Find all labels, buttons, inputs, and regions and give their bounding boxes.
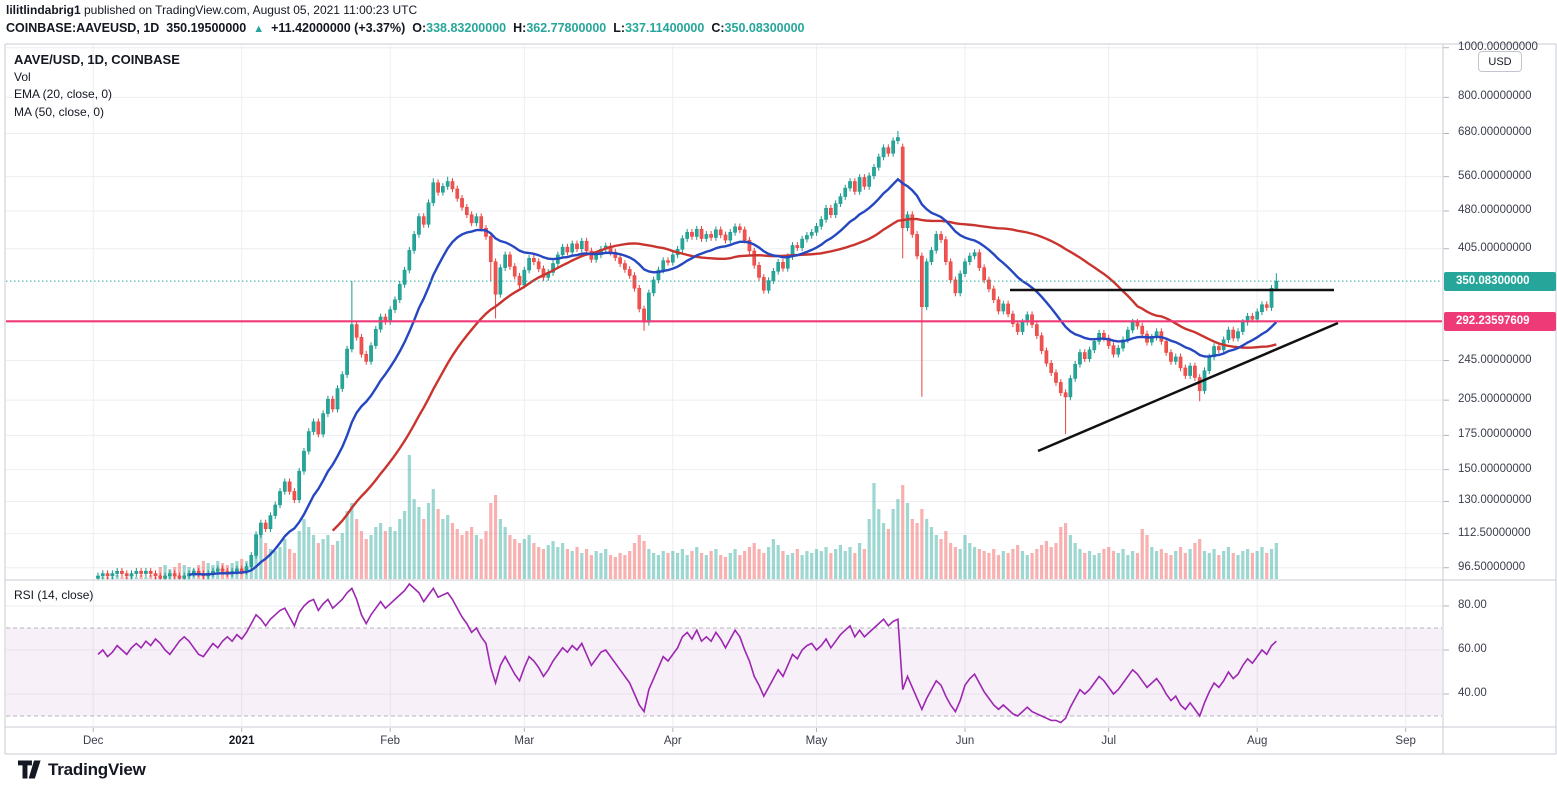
time-axis-label: Mar <box>514 735 535 747</box>
price-axis-label: 150.00000000 <box>1458 462 1532 475</box>
author-name: lilitlindabrig1 <box>6 3 81 17</box>
low-value: 337.11400000 <box>625 21 705 35</box>
byline-text: published on TradingView.com, August 05,… <box>80 3 418 17</box>
rsi-axis-label: 60.00 <box>1458 643 1487 655</box>
time-axis-label: Dec <box>82 735 104 747</box>
rsi-indicator-label[interactable]: RSI (14, close) <box>14 588 94 602</box>
price-change: +11.42000000 (+3.37%) <box>271 21 406 35</box>
tradingview-logo-icon <box>18 760 41 779</box>
price-axis-label: 480.00000000 <box>1458 203 1532 216</box>
open-value: 338.83200000 <box>426 21 507 35</box>
price-axis-label: 205.00000000 <box>1458 393 1532 406</box>
rsi-axis-label: 40.00 <box>1458 687 1487 699</box>
time-axis-label: Jul <box>1101 735 1117 747</box>
last-price: 350.19500000 <box>166 21 247 35</box>
up-arrow-icon: ▲ <box>253 23 265 35</box>
chart-legend: AAVE/USD, 1D, COINBASE Vol EMA (20, clos… <box>14 51 180 121</box>
time-axis-label: Jun <box>955 735 975 747</box>
high-label: H: <box>513 21 527 35</box>
tradingview-logo-text: TradingView <box>48 759 146 779</box>
price-axis-label: 680.00000000 <box>1458 126 1532 139</box>
price-axis-label: 560.00000000 <box>1458 169 1532 182</box>
currency-badge[interactable]: USD <box>1478 51 1522 72</box>
price-axis-label: 130.00000000 <box>1458 494 1532 507</box>
rsi-axis-label: 80.00 <box>1458 599 1487 611</box>
last-price-axis-badge: 350.08300000 <box>1444 271 1556 291</box>
price-axis-label: 175.00000000 <box>1458 428 1532 441</box>
legend-volume[interactable]: Vol <box>14 69 31 84</box>
time-axis-label: Sep <box>1395 735 1416 747</box>
price-axis-label: 1000.00000000 <box>1458 40 1538 53</box>
time-axis-label: Feb <box>380 735 401 747</box>
symbol-ohlc-bar: COINBASE:AAVEUSD, 1D 350.19500000 ▲ +11.420… <box>6 21 805 35</box>
time-axis-label: Apr <box>663 735 682 747</box>
high-value: 362.77800000 <box>526 21 607 35</box>
symbol-name[interactable]: COINBASE:AAVEUSD, 1D <box>6 21 160 35</box>
time-axis-label: Aug <box>1246 735 1268 747</box>
hline-price-axis-badge: 292.23597609 <box>1444 311 1556 331</box>
legend-ema[interactable]: EMA (20, close, 0) <box>14 87 113 101</box>
close-label: C: <box>711 21 725 35</box>
open-label: O: <box>412 21 427 35</box>
price-axis-label: 800.00000000 <box>1458 90 1532 103</box>
tradingview-logo[interactable]: TradingView <box>18 759 146 780</box>
price-axis-label: 405.00000000 <box>1458 241 1532 254</box>
price-axis-label: 96.50000000 <box>1458 560 1526 573</box>
time-axis-label: May <box>805 735 828 747</box>
price-axis-label: 112.50000000 <box>1458 526 1531 539</box>
legend-symbol-title[interactable]: AAVE/USD, 1D, COINBASE <box>14 52 180 67</box>
publish-byline: lilitlindabrig1 published on TradingView… <box>6 3 417 17</box>
close-value: 350.08300000 <box>724 21 805 35</box>
time-axis-label: 2021 <box>228 735 255 747</box>
low-label: L: <box>613 21 626 35</box>
price-axis-label: 245.00000000 <box>1458 353 1532 366</box>
legend-ma[interactable]: MA (50, close, 0) <box>14 104 105 119</box>
